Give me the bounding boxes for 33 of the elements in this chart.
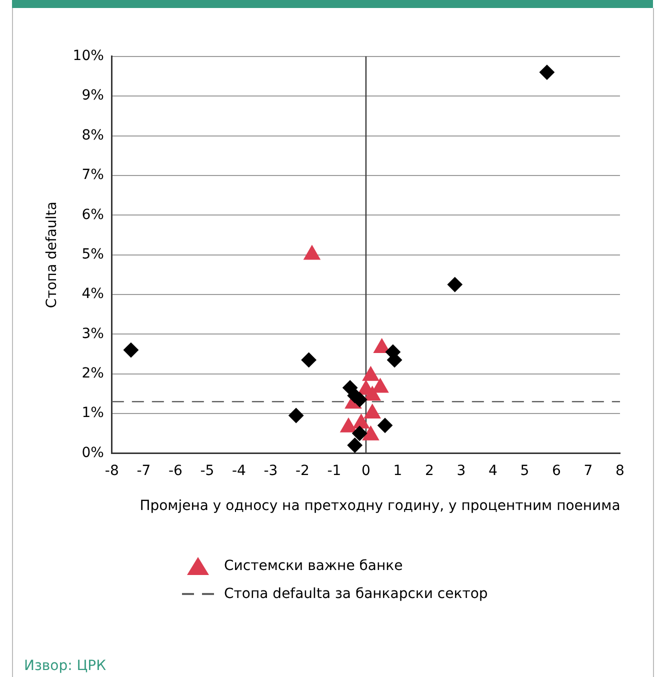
x-tick-label: 1 <box>393 463 402 480</box>
x-tick-label: -3 <box>264 463 278 480</box>
y-tick-label: 1% <box>82 405 104 422</box>
text: Извор: ЦРК <box>24 658 106 674</box>
y-tick-label: 9% <box>82 88 104 104</box>
legend-label: Стопа defaulta за банкарски сектор <box>224 586 488 602</box>
y-tick-label: 10% <box>72 48 104 64</box>
y-axis-title: Стопа defaulta <box>44 202 60 308</box>
y-tick-label: 4% <box>82 286 104 302</box>
legend-label: Системски важне банке <box>224 558 403 574</box>
x-tick-label: 7 <box>584 463 593 480</box>
x-tick-label: -2 <box>295 463 310 480</box>
y-tick-label: 2% <box>82 365 104 382</box>
x-tick-label: 0 <box>362 463 370 480</box>
x-tick-label: -6 <box>168 463 182 480</box>
x-tick-label: -4 <box>232 463 246 480</box>
y-tick-label: 3% <box>82 326 104 342</box>
y-tick-label: 6% <box>82 206 104 223</box>
x-tick-label: 2 <box>425 463 434 480</box>
y-tick-label: 0% <box>82 444 104 461</box>
x-tick-label: -7 <box>136 463 151 480</box>
y-tick-label: 7% <box>82 167 104 184</box>
x-tick-label: 4 <box>488 463 498 480</box>
x-tick-label: -1 <box>327 463 342 480</box>
y-tick-label: 5% <box>82 246 104 262</box>
x-tick-label: -5 <box>200 463 214 480</box>
x-tick-label: 8 <box>616 463 624 480</box>
x-tick-label: 5 <box>520 463 530 480</box>
x-tick-label: -8 <box>104 463 119 480</box>
x-tick-label: 3 <box>456 463 466 480</box>
x-tick-label: 6 <box>552 463 562 480</box>
x-axis-title: Промјена у односу на претходну годину, у процентним поенима <box>138 498 622 514</box>
y-tick-label: 8% <box>82 127 104 144</box>
